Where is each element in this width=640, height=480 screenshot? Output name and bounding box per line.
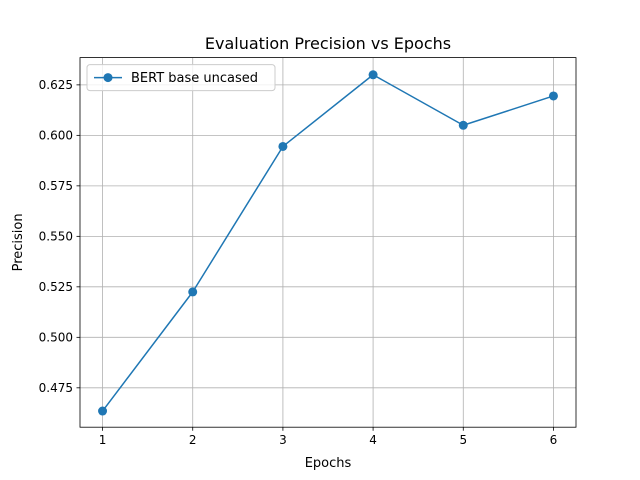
x-tick-label: 6 [550,433,558,447]
x-tick-label: 3 [279,433,287,447]
y-axis-ticks: 0.475 0.500 0.525 0.550 0.575 0.600 0.625 [39,78,80,395]
legend: BERT base uncased [86,64,276,92]
y-tick-label: 0.475 [39,381,73,395]
legend-label: BERT base uncased [131,71,258,86]
data-point [278,141,288,151]
x-tick-label: 5 [459,433,467,447]
gridlines [80,57,576,428]
y-tick-label: 0.575 [39,179,73,193]
series-layer [98,70,558,416]
y-tick-label: 0.550 [39,230,73,244]
x-tick-label: 1 [99,433,107,447]
y-tick-label: 0.525 [39,280,73,294]
data-point [98,406,108,416]
data-point [458,120,468,130]
y-tick-label: 0.500 [39,331,73,345]
legend-box [86,64,276,92]
series-line [101,74,554,412]
x-tick-label: 4 [369,433,377,447]
y-axis-label: Precision [11,213,26,271]
data-point [188,287,198,297]
legend-marker-swatch [103,73,113,83]
x-axis-label: Epochs [305,456,352,471]
data-point [368,70,378,80]
data-point [548,91,558,101]
x-tick-label: 2 [189,433,197,447]
x-axis-ticks: 1 2 3 4 5 6 [99,427,558,447]
y-tick-label: 0.600 [39,129,73,143]
plot-frame [79,57,577,428]
y-tick-label: 0.625 [39,78,73,92]
chart-title: Evaluation Precision vs Epochs [205,34,451,53]
